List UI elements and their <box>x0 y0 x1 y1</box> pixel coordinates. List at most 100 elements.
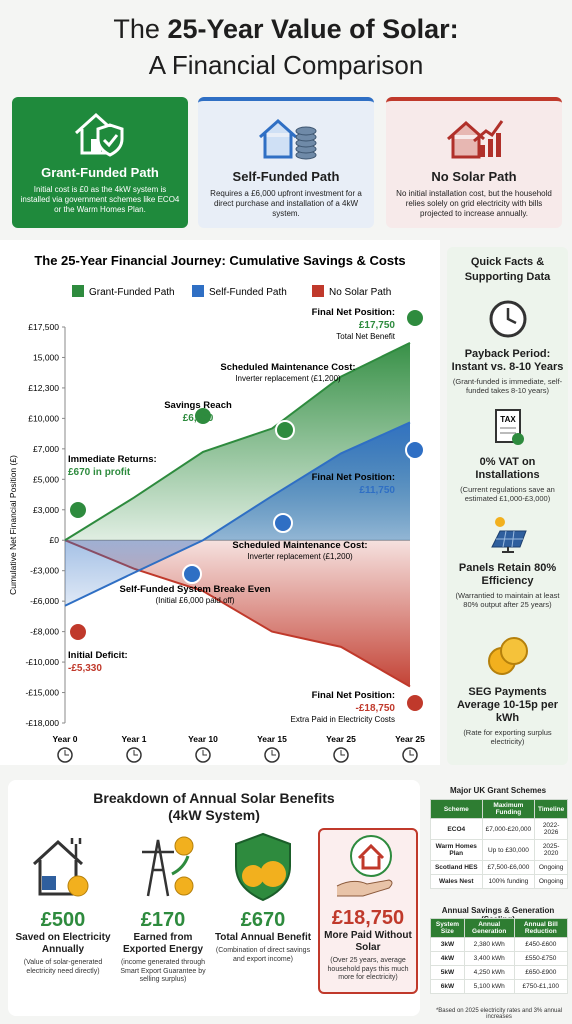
benefit-note: (Over 25 years, average household pays t… <box>327 957 409 981</box>
benefit-label: Earned from Exported Energy <box>122 932 204 955</box>
annotation-note: (Initial £6,000 paid off) <box>155 596 234 605</box>
clock-hands <box>202 750 207 756</box>
x-tick-label: Year 15 <box>257 734 287 744</box>
marker-icon <box>405 308 425 328</box>
title-prefix: The <box>113 14 160 44</box>
cell: 3,400 kWh <box>463 951 515 966</box>
annotation-note: Inverter replacement (£1,200) <box>247 552 353 561</box>
row: Scotland HES £7,500-£6,000 Ongoing <box>430 860 568 875</box>
marker-icon <box>193 406 213 426</box>
fact-title: Panels Retain 80% Efficiency <box>458 562 557 587</box>
legend-swatch <box>312 285 324 297</box>
benefit-amount: £670 <box>240 909 286 931</box>
clock-hands <box>340 750 345 756</box>
title-bold: 25-Year Value of Solar: <box>167 14 459 44</box>
title: The 25-Year Value of Solar: <box>0 14 572 45</box>
marker-icon <box>275 420 295 440</box>
y-tick-label: -£18,000 <box>25 718 59 728</box>
annotation-note: Total Net Benefit <box>336 332 395 341</box>
x-tick-label: Year 10 <box>188 734 218 744</box>
x-tick-label: Year 25 <box>326 734 356 744</box>
cell: 3kW <box>430 937 465 952</box>
annotation-value: £670 in profit <box>68 467 131 478</box>
header-row: Scheme Maximum Funding Timeline <box>430 799 568 819</box>
cell: £7,000-£20,000 <box>481 818 536 840</box>
benefit-amount: £170 <box>140 909 186 931</box>
cell: Ongoing <box>534 860 568 875</box>
cell: 2,380 kWh <box>463 937 515 952</box>
annotation-title: Savings Reach <box>164 400 232 411</box>
card-title: Self-Funded Path <box>232 169 340 184</box>
card-grant: Grant-Funded Path Initial cost is £0 as … <box>12 97 188 228</box>
cell: 5kW <box>430 965 465 980</box>
home-plug-icon <box>32 838 89 897</box>
y-tick-label: £3,000 <box>33 505 59 515</box>
benefit-label: Saved on Electricity Annually <box>15 932 111 955</box>
row: 5kW 4,250 kWh £650-£900 <box>430 965 569 980</box>
annotation-value: £6,800 <box>183 413 214 424</box>
breakdown-subtitle: (4kW System) <box>168 807 260 823</box>
fact: Panels Retain 80% Efficiency (Warrantied… <box>451 513 564 609</box>
annotation-title: Initial Deficit: <box>68 650 128 661</box>
benefit: £670 Total Annual Benefit (Combination o… <box>214 830 312 964</box>
annotation-value: -£5,330 <box>68 663 102 674</box>
cell: 100% funding <box>481 874 536 889</box>
benefit: £500 Saved on Electricity Annually (Valu… <box>14 830 112 976</box>
y-tick-label: £7,000 <box>33 444 59 454</box>
y-tick-label: £0 <box>50 535 60 545</box>
marker-icon <box>405 693 425 713</box>
area <box>65 540 410 687</box>
header-cell: Timeline <box>534 799 568 819</box>
area <box>65 422 410 606</box>
cell: £550-£750 <box>513 951 569 966</box>
legend-label: Grant-Funded Path <box>89 287 175 298</box>
row: 4kW 3,400 kWh £550-£750 <box>430 951 569 966</box>
header-cell: System Size <box>430 918 465 938</box>
y-tick-label: -£6,000 <box>30 596 59 606</box>
house-coins-icon <box>259 118 317 160</box>
y-tick-label: £12,300 <box>28 383 59 393</box>
fact: Payback Period: Instant vs. 8-10 Years (… <box>451 299 564 395</box>
cell: Wales Nest <box>430 874 483 889</box>
benefit-label: Total Annual Benefit <box>214 932 312 943</box>
header-cell: Annual Generation <box>463 918 515 938</box>
row: 6kW 5,100 kWh £750-£1,100 <box>430 979 569 994</box>
cell: Up to £30,000 <box>481 839 536 861</box>
card-title: Grant-Funded Path <box>41 165 159 180</box>
legend-label: Self-Funded Path <box>209 287 287 298</box>
annotation-note: Extra Paid in Electricity Costs <box>291 715 395 724</box>
legend-swatch <box>72 285 84 297</box>
benefit-note: (income generated through Smart Export G… <box>120 959 206 983</box>
tax-icon: TAX <box>494 409 524 445</box>
title-line2: A Financial Comparison <box>148 50 424 80</box>
y-tick-label: 15,000 <box>33 352 59 362</box>
header-row: System Size Annual Generation Annual Bill … <box>430 918 569 938</box>
row: ECO4 £7,000-£20,000 2022-2026 <box>430 818 568 840</box>
benefit-label: More Paid Without Solar <box>324 930 412 953</box>
card-text: No initial installation cost, but the ho… <box>396 189 552 218</box>
y-axis-label: Cumulative Net Financial Position (£) <box>8 455 18 595</box>
coins-icon <box>487 637 528 675</box>
breakdown-panel: Breakdown of Annual Solar Benefits (4kW S… <box>8 780 420 1016</box>
annotation-value: £11,750 <box>359 485 395 496</box>
cell: ECO4 <box>430 818 483 840</box>
house-chart-icon <box>447 120 504 159</box>
cell: Ongoing <box>534 874 568 889</box>
y-tick-label: -£15,000 <box>25 688 59 698</box>
hand-house-icon <box>336 835 393 897</box>
x-tick-label: Year 0 <box>52 734 77 744</box>
line <box>64 421 411 607</box>
fact-title: 0% VAT on Installations <box>475 456 540 481</box>
legend-label: No Solar Path <box>329 287 391 298</box>
y-tick-label: £5,000 <box>33 474 59 484</box>
annotation-title: Final Net Position: <box>312 690 395 701</box>
fact-note: (Rate for exporting surplus electricity) <box>463 728 552 746</box>
fact: TAX 0% VAT on Installations (Current reg… <box>451 407 564 503</box>
cell: £7,500-£6,000 <box>481 860 536 875</box>
cell: £750-£1,100 <box>513 979 569 994</box>
cell: 2022-2026 <box>534 818 568 840</box>
card-text: Initial cost is £0 as the 4kW system is … <box>20 185 180 214</box>
fact-note: (Grant-funded is immediate, self-funded … <box>452 377 563 395</box>
benefit-amount: £18,750 <box>331 907 405 929</box>
